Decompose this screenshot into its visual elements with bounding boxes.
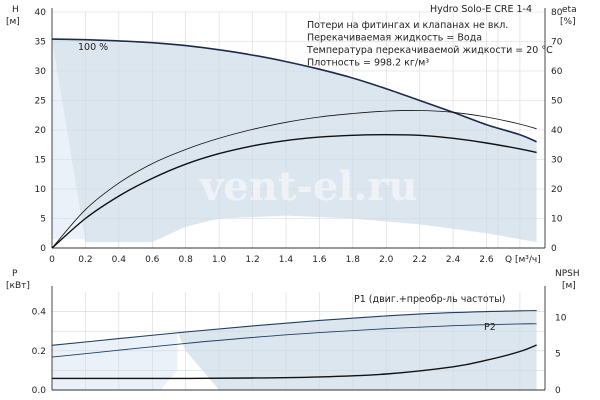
top-y-axis-unit: [м] [6, 17, 20, 27]
top-x-tick-label: 1.0 [212, 255, 227, 265]
top-x-tick-label: 1.4 [279, 255, 294, 265]
top-y-tick-label: 35 [35, 38, 46, 48]
top-y2-tick-label: 30 [551, 156, 563, 166]
power-p2-curve [51, 323, 537, 358]
bottom-y-axis-unit: [кВт] [6, 281, 30, 291]
top-y2-tick-label: 20 [551, 185, 563, 195]
info-note: Температура перекачиваемой жидкости = 20… [306, 45, 553, 56]
top-y2-tick-label: 70 [551, 38, 563, 48]
top-y-tick-label: 40 [35, 8, 47, 18]
top-x-tick-label: 1.2 [245, 255, 259, 265]
top-y-tick-label: 20 [35, 126, 47, 136]
top-y-tick-label: 30 [35, 67, 47, 77]
top-y-axis-label: H [12, 5, 19, 15]
top-y2-tick-label: 60 [551, 67, 563, 77]
power-p1-curve [51, 310, 537, 346]
top-x-tick-label: 1.6 [312, 255, 327, 265]
chart-title: Hydro Solo-E CRE 1-4 [430, 4, 532, 15]
operating-range-area [52, 39, 537, 243]
top-x-tick-label: 0.2 [78, 255, 92, 265]
top-x-tick-label: 2.0 [379, 255, 394, 265]
top-x-tick-label: 0 [49, 255, 55, 265]
top-y2-tick-label: 10 [551, 215, 563, 225]
bottom-y-tick-label: 0.0 [32, 386, 47, 396]
speed-label: 100 % [78, 42, 108, 53]
top-y2-axis-unit: [%] [560, 17, 576, 27]
power-range-area-low [52, 332, 178, 390]
top-x-tick-label: 0.4 [112, 255, 127, 265]
top-x-tick-label: 0.8 [179, 255, 194, 265]
top-y2-tick-label: 40 [551, 126, 563, 136]
watermark-text: vent-el.ru [199, 163, 418, 210]
bottom-y-tick-label: 0.4 [32, 308, 47, 318]
top-x-tick-label: 1.8 [346, 255, 361, 265]
top-y2-axis-label: eta [562, 5, 577, 15]
bottom-y2-tick-label: 0 [555, 386, 561, 396]
top-x-tick-label: 0.6 [145, 255, 160, 265]
top-y-tick-label: 0 [40, 244, 46, 254]
info-note: Перекачиваемая жидкость = Вода [307, 33, 482, 44]
top-y-tick-label: 5 [40, 215, 46, 225]
bottom-y2-axis-label: NPSH [555, 269, 580, 279]
info-note: Плотность = 998.2 кг/м³ [307, 58, 429, 69]
bottom-y2-axis-unit: [м] [562, 281, 576, 291]
bottom-y2-tick-label: 10 [555, 313, 567, 323]
top-y-tick-label: 10 [35, 185, 47, 195]
top-x-tick-label: 2.2 [412, 255, 426, 265]
top-x-tick-label: 2.6 [479, 255, 494, 265]
bottom-y2-tick-label: 5 [555, 350, 561, 360]
top-x-tick-label: 2.4 [446, 255, 461, 265]
efficiency-curve-pump [51, 133, 537, 249]
p1-series-label: P1 (двиг.+преобр-ль частоты) [354, 294, 505, 305]
top-y-tick-label: 15 [35, 156, 46, 166]
top-y-tick-label: 25 [35, 97, 46, 107]
info-note: Потери на фитингах и клапанах не вкл. [307, 20, 508, 31]
bottom-y-axis-label: P [12, 269, 18, 279]
p2-series-label: P2 [484, 322, 496, 333]
bottom-y-tick-label: 0.2 [32, 347, 46, 357]
top-x-axis-label: Q [м³/ч] [505, 255, 541, 265]
efficiency-curve-total [51, 110, 537, 249]
top-y2-tick-label: 50 [551, 97, 563, 107]
top-y2-tick-label: 80 [551, 8, 563, 18]
head-curve [51, 38, 537, 143]
top-y2-tick-label: 0 [551, 244, 557, 254]
npsh-curve [51, 344, 537, 380]
